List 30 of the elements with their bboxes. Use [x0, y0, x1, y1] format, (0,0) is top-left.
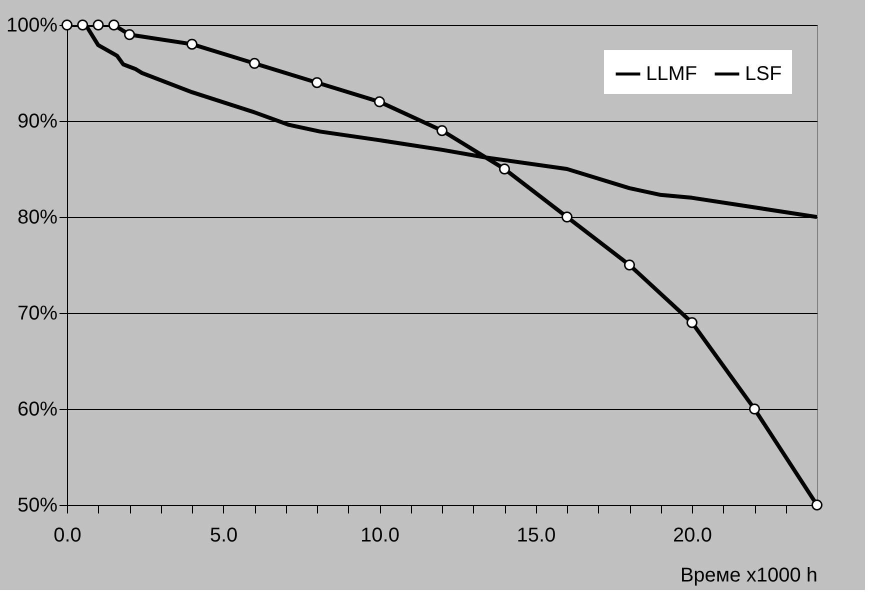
x-axis-title: Време x1000 h: [680, 564, 818, 586]
point: [249, 58, 260, 69]
point: [77, 20, 88, 30]
x-tick-label: 15.0: [516, 524, 556, 546]
y-tick-label: 100%: [6, 14, 58, 36]
y-tick-label: 70%: [17, 302, 58, 324]
x-tick-label: 5.0: [210, 524, 238, 546]
point: [312, 77, 322, 88]
y-tick-label: 80%: [17, 206, 58, 228]
point: [436, 125, 448, 136]
y-tick-label: 90%: [17, 110, 58, 132]
point: [812, 500, 822, 510]
y-tick-label: 50%: [17, 494, 58, 516]
point: [124, 29, 135, 40]
point: [92, 20, 104, 30]
x-tick-label: 0.0: [54, 524, 82, 546]
point: [186, 38, 198, 50]
legend-label: LLMF: [646, 63, 698, 85]
x-tick-label: 20.0: [673, 524, 712, 546]
point: [62, 20, 72, 30]
y-tick-label: 60%: [17, 398, 58, 420]
point: [686, 317, 698, 328]
point: [624, 260, 635, 270]
point: [108, 20, 120, 30]
point: [562, 212, 572, 222]
legend-label: LSF: [745, 63, 782, 85]
point: [499, 164, 510, 174]
point: [749, 404, 760, 414]
point: [374, 96, 385, 108]
x-tick-label: 10.0: [360, 524, 400, 546]
